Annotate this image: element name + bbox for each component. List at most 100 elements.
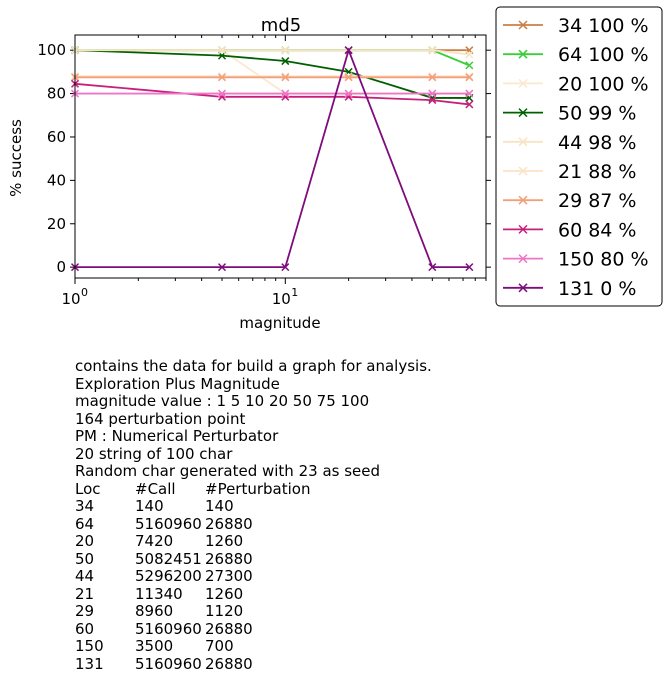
table-cell-perturbation: 1120 [205, 602, 244, 620]
legend-marker [518, 137, 528, 147]
table-cell-loc: 20 [75, 532, 95, 550]
data-point [217, 89, 227, 98]
table-cell-call: 140 [135, 497, 164, 515]
table-header-row: Loc #Call #Perturbation [75, 479, 635, 499]
data-point [344, 46, 353, 55]
x-axis-label: magnitude [239, 314, 320, 332]
data-point [281, 92, 290, 101]
data-point [465, 263, 474, 272]
legend-marker [518, 166, 528, 176]
legend-entry: 60 84 % [503, 219, 637, 241]
x-tick-label-exponent: 0 [81, 286, 88, 299]
data-point [465, 50, 474, 59]
table-cell-perturbation: 1260 [205, 532, 244, 550]
legend-entry: 50 99 % [503, 103, 637, 125]
data-point [428, 46, 437, 55]
series-line [75, 47, 470, 269]
data-point [281, 46, 290, 55]
legend-label: 150 80 % [558, 249, 649, 271]
notes-line: PM : Numerical Perturbator [75, 427, 279, 445]
table-cell-perturbation: 26880 [205, 619, 253, 638]
legend-label: 21 88 % [558, 161, 637, 183]
table-cell-call: 5082451 [135, 549, 202, 568]
table-cell-call: 11340 [135, 584, 183, 603]
notes-line: Exploration Plus Magnitude [75, 374, 280, 393]
table-row: 44 5296200 27300 [75, 567, 635, 586]
data-point [428, 72, 437, 81]
x-tick-label: 10 [61, 290, 80, 308]
data-point [217, 72, 227, 81]
data-point [428, 73, 437, 82]
legend-box [495, 6, 663, 307]
table-cell-loc: 29 [75, 602, 95, 620]
data-point [344, 92, 353, 101]
notes-line: 164 perturbation point [75, 409, 246, 428]
table-cell-loc: 34 [75, 497, 95, 515]
notes-line: Random char generated with 23 as seed [75, 462, 381, 480]
data-point [281, 73, 290, 82]
legend-marker [518, 78, 528, 88]
legend-marker [518, 49, 528, 59]
table-row: 34 140 140 [75, 497, 635, 516]
notes-line: magnitude value : 1 5 10 20 50 75 100 [75, 392, 370, 410]
y-tick-label: 100 [37, 41, 66, 59]
table-cell-perturbation: 1260 [205, 584, 244, 603]
table-cell-loc: 44 [75, 567, 95, 585]
plot-frame [74, 34, 487, 279]
data-point [428, 96, 437, 105]
legend-entry: 150 80 % [503, 249, 649, 271]
legend-label: 64 100 % [558, 44, 649, 66]
table-cell-call: 5160960 [135, 654, 202, 673]
table-row: 60 5160960 26880 [75, 619, 635, 639]
table-cell-perturbation: 140 [205, 497, 234, 515]
legend-label: 50 99 % [558, 103, 637, 125]
legend-marker [518, 20, 528, 30]
series-line [74, 49, 470, 99]
table-cell-loc: 60 [75, 619, 95, 638]
table-cell-loc: 150 [75, 637, 104, 655]
data-point [344, 89, 353, 98]
notes-line: 20 string of 100 char [75, 444, 233, 463]
table-header-perturbation: #Perturbation [205, 479, 311, 498]
table-cell-loc: 131 [75, 654, 104, 673]
table-cell-call: 5160960 [135, 619, 202, 638]
table-cell-perturbation: 700 [205, 637, 234, 655]
legend-marker [518, 283, 528, 293]
legend-entry: 20 100 % [503, 73, 649, 95]
table-cell-call: 3500 [135, 637, 174, 655]
table-row: 50 5082451 26880 [75, 549, 635, 569]
table-cell-call: 7420 [135, 532, 174, 550]
table-cell-loc: 50 [75, 549, 95, 568]
table-row: 150 3500 700 [75, 637, 635, 656]
table-row: 64 5160960 26880 [75, 514, 635, 534]
data-point [217, 46, 227, 55]
data-point [465, 72, 474, 81]
data-point [281, 263, 290, 272]
data-point [281, 57, 290, 66]
table-cell-loc: 64 [75, 514, 95, 533]
data-point [281, 72, 290, 81]
data-point [465, 73, 474, 82]
table-row: 131 5160960 26880 [75, 654, 635, 674]
y-tick-label: 60 [47, 128, 66, 146]
data-point [428, 263, 437, 272]
legend-label: 60 84 % [558, 219, 637, 241]
data-point [465, 100, 474, 109]
legend-entry: 44 98 % [503, 132, 637, 154]
table-cell-perturbation: 26880 [205, 654, 253, 673]
series-line [75, 49, 470, 56]
data-point [217, 73, 227, 82]
y-axis-label: % success [7, 119, 25, 197]
legend-label: 44 98 % [558, 132, 637, 154]
table-row: 29 8960 1120 [75, 602, 635, 621]
legend-entry: 29 87 % [503, 190, 637, 212]
data-point [465, 61, 474, 70]
y-tick-label: 20 [47, 215, 66, 233]
notes-block: contains the data for build a graph for … [75, 357, 635, 674]
x-tick-label: 10 [272, 290, 291, 308]
table-cell-perturbation: 26880 [205, 549, 253, 568]
legend-label: 20 100 % [558, 73, 649, 95]
legend-marker [518, 224, 528, 234]
table-header-loc: Loc [75, 479, 101, 498]
